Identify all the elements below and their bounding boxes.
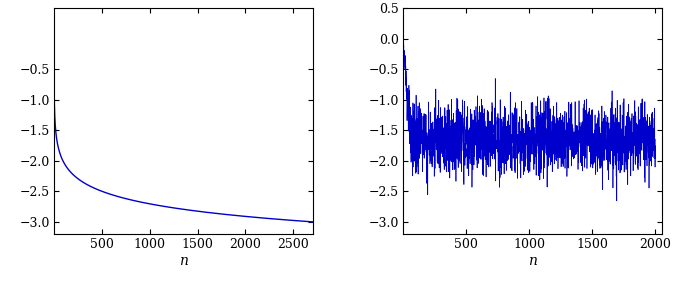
X-axis label: n: n (528, 254, 537, 268)
X-axis label: n: n (179, 254, 188, 268)
